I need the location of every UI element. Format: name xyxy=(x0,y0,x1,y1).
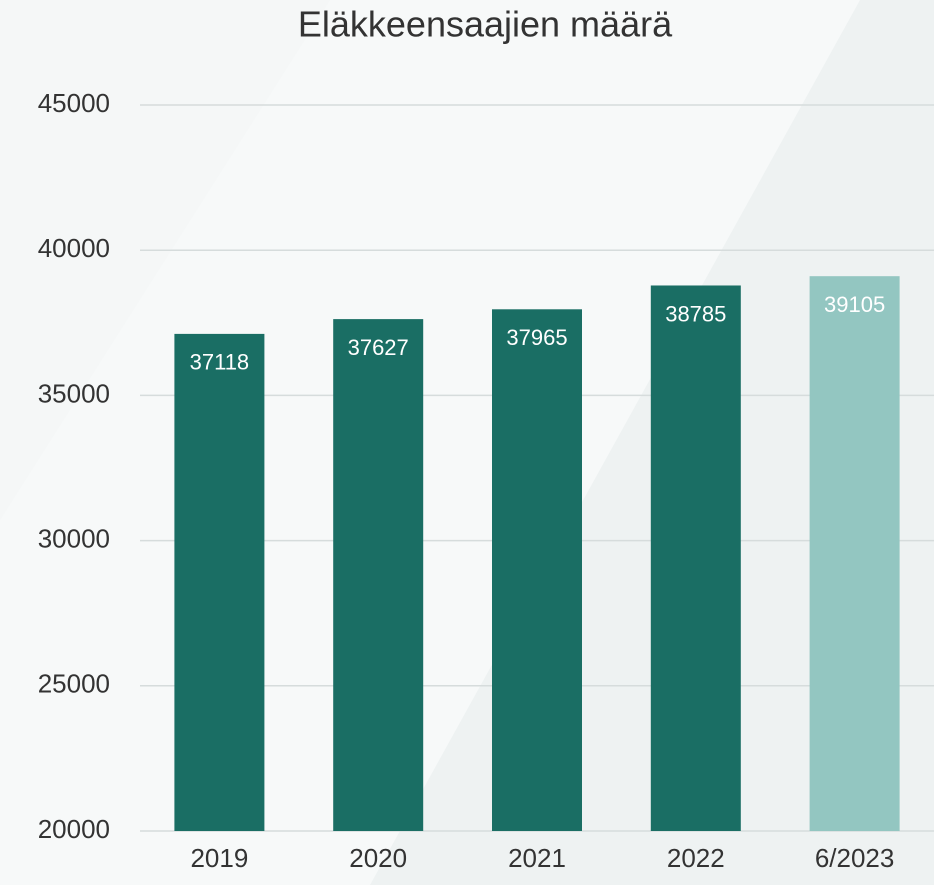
bar xyxy=(174,333,265,831)
x-tick-label: 2022 xyxy=(667,843,725,873)
value-label: 38785 xyxy=(665,301,726,326)
value-label: 37118 xyxy=(190,350,250,375)
x-tick-label: 2019 xyxy=(190,843,248,873)
y-tick-label: 40000 xyxy=(38,233,110,263)
y-tick-label: 30000 xyxy=(38,523,110,553)
y-tick-label: 25000 xyxy=(38,669,110,699)
x-tick-label: 2020 xyxy=(349,843,407,873)
x-tick-label: 6/2023 xyxy=(815,843,895,873)
chart-title: Eläkkeensaajien määrä xyxy=(298,4,673,45)
bar xyxy=(809,276,900,831)
value-label: 39105 xyxy=(824,292,885,317)
y-tick-label: 20000 xyxy=(38,814,110,844)
y-tick-label: 45000 xyxy=(38,88,110,118)
value-label: 37627 xyxy=(348,335,409,360)
bar xyxy=(333,319,424,831)
x-tick-label: 2021 xyxy=(508,843,566,873)
bar xyxy=(650,285,741,831)
bar xyxy=(492,309,582,831)
y-tick-label: 35000 xyxy=(38,378,110,408)
value-label: 37965 xyxy=(506,325,567,350)
